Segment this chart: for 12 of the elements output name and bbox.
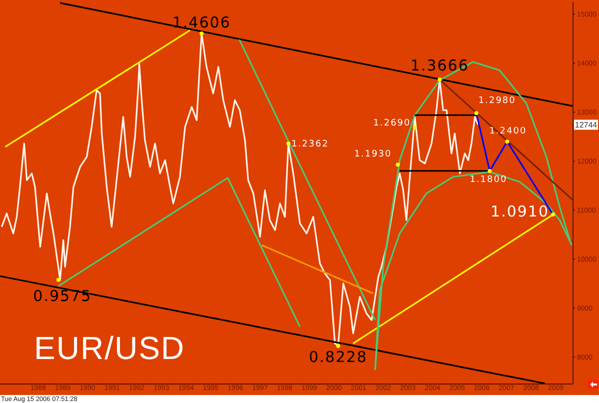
annotation: 1.1930	[354, 150, 392, 160]
annotation: 1.0910	[490, 202, 550, 221]
annotation: 1.2980	[478, 96, 516, 106]
annotation: 1.4606	[172, 14, 231, 32]
annotation: 1.3666	[410, 56, 469, 75]
annotation: 1.1800	[470, 174, 508, 185]
annotation: 1.2362	[291, 139, 329, 150]
annotation: 1.2690	[373, 118, 411, 128]
text: EUR/USD	[34, 330, 186, 367]
annotation: 12744	[574, 120, 598, 130]
annotation: 0.8228	[308, 348, 368, 366]
annotation: 1.2400	[489, 126, 527, 137]
